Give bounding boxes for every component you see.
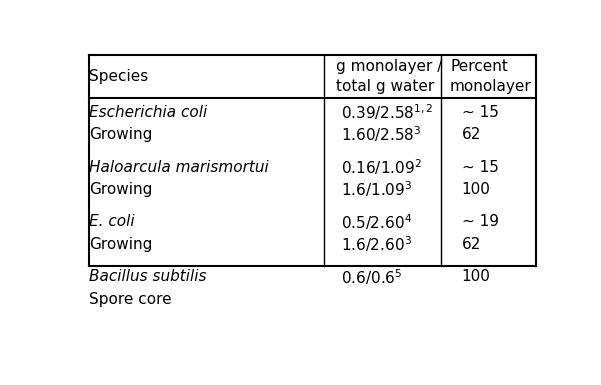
Text: g monolayer /: g monolayer /: [336, 59, 442, 74]
Text: Percent: Percent: [450, 59, 508, 74]
Text: Growing: Growing: [89, 237, 153, 252]
Text: Haloarcula marismortui: Haloarcula marismortui: [89, 160, 269, 175]
Text: 0.16/1.09$^{2}$: 0.16/1.09$^{2}$: [341, 157, 421, 177]
Text: Spore core: Spore core: [89, 291, 172, 306]
Text: 62: 62: [462, 237, 481, 252]
Text: Bacillus subtilis: Bacillus subtilis: [89, 270, 207, 285]
Text: 1.6/1.09$^{3}$: 1.6/1.09$^{3}$: [341, 179, 412, 199]
Text: Growing: Growing: [89, 127, 153, 142]
Text: Species: Species: [89, 69, 148, 84]
Text: 100: 100: [462, 270, 490, 285]
Text: ~ 15: ~ 15: [462, 160, 499, 175]
Text: ~ 19: ~ 19: [462, 214, 499, 229]
Text: 0.6/0.6$^{5}$: 0.6/0.6$^{5}$: [341, 267, 402, 287]
Text: Growing: Growing: [89, 182, 153, 197]
Text: 1.6/2.60$^{3}$: 1.6/2.60$^{3}$: [341, 234, 412, 254]
Text: ~ 15: ~ 15: [462, 105, 499, 120]
Text: total g water: total g water: [336, 79, 434, 94]
Text: 0.39/2.58$^{1,2}$: 0.39/2.58$^{1,2}$: [341, 102, 433, 122]
Text: Escherichia coli: Escherichia coli: [89, 105, 207, 120]
Text: 0.5/2.60$^{4}$: 0.5/2.60$^{4}$: [341, 212, 412, 232]
Text: 100: 100: [462, 182, 490, 197]
Text: 1.60/2.58$^{3}$: 1.60/2.58$^{3}$: [341, 125, 421, 144]
Text: monolayer: monolayer: [450, 79, 532, 94]
Text: E. coli: E. coli: [89, 214, 135, 229]
Text: 62: 62: [462, 127, 481, 142]
